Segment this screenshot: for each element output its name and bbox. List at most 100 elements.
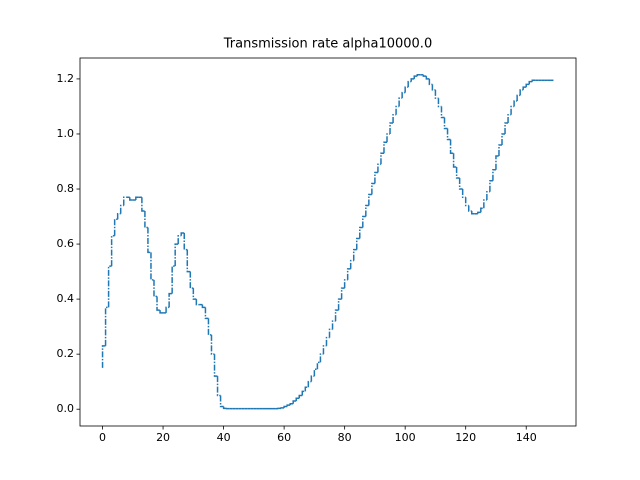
line-step [455, 166, 460, 179]
line-step [129, 197, 133, 201]
axes-frame [79, 57, 577, 427]
line-step [404, 86, 409, 93]
line-step [355, 237, 360, 250]
line-step [374, 171, 378, 184]
line-step [416, 74, 421, 77]
line-step [286, 404, 291, 407]
line-step [398, 97, 403, 107]
line-step [307, 380, 312, 388]
line-step [325, 336, 330, 346]
line-step [483, 199, 487, 209]
line-step [392, 113, 397, 123]
line-step [189, 271, 194, 289]
line-step [528, 80, 533, 85]
line-step [525, 83, 530, 88]
x-tick-label: 80 [338, 431, 352, 444]
line-step [313, 368, 318, 377]
line-step [283, 405, 288, 408]
line-step [334, 309, 339, 322]
line-step [352, 248, 357, 261]
line-step [449, 139, 454, 154]
y-tick-label: 1.0 [57, 127, 75, 140]
line-step [316, 361, 321, 370]
line-step [116, 213, 121, 220]
line-step [501, 133, 506, 145]
y-tick-label: 1.2 [57, 72, 75, 85]
line-step [141, 197, 145, 212]
line-step [216, 376, 221, 397]
line-step [328, 328, 333, 338]
line-step [461, 189, 466, 199]
line-step [110, 235, 115, 267]
line-step [422, 74, 427, 77]
line-step [467, 205, 472, 212]
line-step [156, 296, 161, 311]
line-step [289, 402, 294, 406]
x-tick-label: 20 [156, 431, 170, 444]
line-step [464, 197, 469, 207]
line-step [371, 182, 375, 195]
line-step [340, 287, 345, 300]
line-step [122, 196, 127, 206]
line-step [377, 163, 381, 173]
line-step [201, 304, 206, 309]
line-step [395, 105, 400, 115]
line-step [365, 204, 369, 217]
line-step [504, 122, 509, 134]
line-step [489, 180, 493, 192]
line-step [192, 288, 197, 300]
line-step [144, 211, 148, 229]
line-step [470, 211, 475, 215]
line-step [407, 80, 412, 88]
line-step [516, 94, 521, 101]
line-step [480, 207, 484, 213]
line-step [310, 375, 315, 382]
line-step [219, 395, 224, 408]
line-step [498, 144, 503, 156]
line-step [349, 259, 354, 269]
line-step [171, 265, 176, 294]
line-step [452, 153, 457, 168]
line-step [119, 204, 124, 214]
line-step [458, 178, 463, 190]
line-step [210, 334, 215, 355]
line-step [207, 318, 212, 336]
line-step [301, 390, 306, 396]
line-step [195, 299, 200, 306]
line-step [322, 345, 327, 355]
line-step [434, 89, 439, 99]
line-step [368, 193, 372, 206]
line-step [492, 168, 496, 181]
line-step [522, 86, 527, 90]
line-step [389, 122, 394, 134]
line-step [446, 128, 451, 141]
line-step [147, 227, 151, 254]
line-step [168, 292, 173, 308]
line-step [331, 320, 336, 330]
line-step [386, 133, 391, 143]
x-tick-label: 0 [99, 431, 106, 444]
x-tick-label: 40 [217, 431, 231, 444]
y-tick-label: 0.2 [57, 347, 75, 360]
line-step [304, 386, 309, 392]
line-step [401, 91, 406, 99]
x-tick-label: 100 [395, 431, 416, 444]
line-step [319, 353, 324, 363]
line-step [222, 406, 227, 410]
line-step [410, 78, 415, 82]
line-step [346, 268, 351, 280]
x-tick-label: 60 [277, 431, 291, 444]
line-step [477, 211, 481, 214]
line-step [431, 84, 436, 91]
line-step [510, 105, 515, 115]
x-tick-label: 120 [455, 431, 476, 444]
line-step [298, 394, 303, 399]
line-step [437, 98, 442, 108]
line-step [213, 354, 218, 377]
line-step [440, 106, 445, 119]
y-tick-label: 0.0 [57, 402, 75, 415]
line-step [180, 232, 185, 236]
x-tick-label: 140 [516, 431, 537, 444]
